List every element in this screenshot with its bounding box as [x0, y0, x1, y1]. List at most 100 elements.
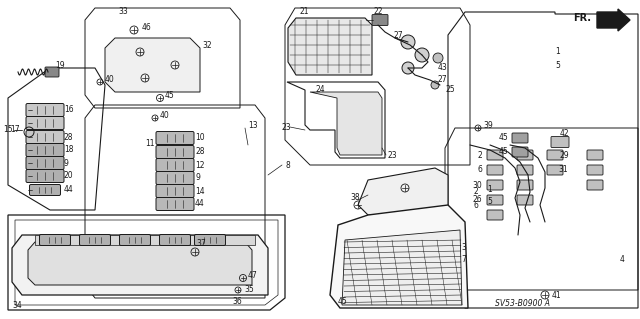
- FancyBboxPatch shape: [26, 157, 64, 169]
- Polygon shape: [310, 92, 382, 155]
- FancyBboxPatch shape: [517, 150, 533, 160]
- Text: 19: 19: [55, 61, 65, 70]
- FancyBboxPatch shape: [156, 172, 194, 184]
- FancyBboxPatch shape: [517, 165, 533, 175]
- Text: 30: 30: [472, 181, 482, 189]
- Text: 13: 13: [248, 121, 258, 130]
- Text: 4: 4: [620, 256, 625, 264]
- Text: 8: 8: [285, 160, 290, 169]
- Text: SV53-B0900 A: SV53-B0900 A: [495, 299, 550, 308]
- FancyBboxPatch shape: [547, 150, 563, 160]
- Text: 23: 23: [388, 151, 397, 160]
- Text: 22: 22: [374, 8, 383, 17]
- FancyBboxPatch shape: [26, 130, 64, 144]
- FancyBboxPatch shape: [587, 165, 603, 175]
- FancyBboxPatch shape: [547, 165, 563, 175]
- FancyBboxPatch shape: [512, 133, 528, 143]
- FancyBboxPatch shape: [487, 195, 503, 205]
- FancyBboxPatch shape: [156, 184, 194, 197]
- FancyBboxPatch shape: [517, 180, 533, 190]
- FancyBboxPatch shape: [79, 234, 111, 246]
- Text: 3: 3: [461, 243, 466, 253]
- Text: 32: 32: [202, 41, 212, 49]
- Text: 43: 43: [438, 63, 448, 72]
- Polygon shape: [358, 168, 448, 215]
- Text: 20: 20: [64, 172, 74, 181]
- Circle shape: [431, 81, 439, 89]
- Text: 37: 37: [196, 240, 205, 249]
- Circle shape: [402, 62, 414, 74]
- Text: 45: 45: [499, 133, 508, 143]
- FancyBboxPatch shape: [120, 234, 150, 246]
- FancyBboxPatch shape: [156, 131, 194, 145]
- Text: 29: 29: [560, 151, 570, 160]
- FancyBboxPatch shape: [587, 180, 603, 190]
- FancyBboxPatch shape: [551, 137, 569, 147]
- Text: 41: 41: [552, 291, 562, 300]
- Text: 9: 9: [64, 159, 69, 167]
- Text: 16: 16: [64, 106, 74, 115]
- Text: 36: 36: [232, 298, 242, 307]
- FancyBboxPatch shape: [26, 144, 64, 157]
- Text: 1: 1: [487, 186, 492, 195]
- Text: 5: 5: [555, 61, 560, 70]
- Text: 6: 6: [473, 201, 478, 210]
- Text: 44: 44: [64, 186, 74, 195]
- Text: 28: 28: [195, 147, 205, 157]
- Text: 34: 34: [12, 301, 22, 310]
- FancyBboxPatch shape: [156, 145, 194, 159]
- Text: 42: 42: [560, 129, 570, 137]
- FancyBboxPatch shape: [487, 210, 503, 220]
- FancyBboxPatch shape: [45, 67, 59, 77]
- FancyBboxPatch shape: [587, 150, 603, 160]
- FancyBboxPatch shape: [29, 184, 61, 196]
- Polygon shape: [105, 38, 200, 92]
- Text: 40: 40: [160, 112, 170, 121]
- Text: 45: 45: [165, 92, 175, 100]
- FancyBboxPatch shape: [156, 197, 194, 211]
- Polygon shape: [330, 205, 468, 308]
- FancyBboxPatch shape: [26, 169, 64, 182]
- Text: 12: 12: [195, 160, 205, 169]
- Text: 18: 18: [64, 145, 74, 154]
- Text: FR.: FR.: [573, 13, 591, 23]
- FancyBboxPatch shape: [195, 234, 225, 246]
- Text: 46: 46: [142, 24, 152, 33]
- Circle shape: [415, 48, 429, 62]
- Text: 1: 1: [555, 48, 560, 56]
- Text: 9: 9: [195, 174, 200, 182]
- Text: 7: 7: [461, 256, 466, 264]
- Polygon shape: [28, 242, 252, 285]
- Text: 45: 45: [499, 147, 508, 157]
- FancyBboxPatch shape: [517, 195, 533, 205]
- Circle shape: [401, 35, 415, 49]
- Text: 10: 10: [195, 133, 205, 143]
- FancyBboxPatch shape: [26, 103, 64, 116]
- Text: 2: 2: [477, 151, 482, 160]
- Text: 23: 23: [282, 122, 292, 131]
- Text: 5: 5: [487, 197, 492, 206]
- Polygon shape: [288, 18, 372, 75]
- Text: 31: 31: [558, 166, 568, 174]
- Text: 28: 28: [64, 132, 74, 142]
- Text: 33: 33: [118, 8, 128, 17]
- Text: 27: 27: [393, 31, 403, 40]
- Text: 27: 27: [438, 76, 447, 85]
- Text: 45: 45: [338, 298, 348, 307]
- Text: 38: 38: [350, 194, 360, 203]
- Text: 6: 6: [477, 166, 482, 174]
- Text: 15: 15: [3, 125, 13, 135]
- Text: 24: 24: [316, 85, 326, 94]
- FancyBboxPatch shape: [26, 116, 64, 130]
- Text: 2: 2: [473, 188, 478, 197]
- Circle shape: [433, 53, 443, 63]
- Polygon shape: [597, 9, 630, 31]
- Text: 25: 25: [445, 85, 454, 94]
- Polygon shape: [342, 230, 462, 305]
- Text: 47: 47: [248, 271, 258, 280]
- Text: 35: 35: [244, 286, 253, 294]
- Text: 21: 21: [300, 8, 310, 17]
- FancyBboxPatch shape: [487, 180, 503, 190]
- Text: 14: 14: [195, 187, 205, 196]
- Text: 44: 44: [195, 199, 205, 209]
